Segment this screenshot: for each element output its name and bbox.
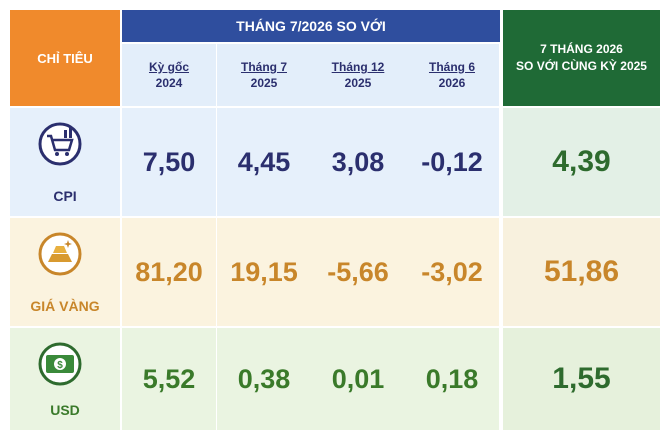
ytd-header: 7 THÁNG 2026 SO VỚI CÙNG KỲ 2025	[503, 10, 660, 106]
value-cell: -3,02	[405, 218, 499, 326]
column-header-line: 2024	[155, 76, 183, 90]
value-cell: 19,15	[217, 218, 311, 326]
row-icon	[38, 122, 82, 166]
value-cell: 4,45	[217, 108, 311, 216]
row-icon: $	[38, 342, 82, 386]
column-header: Tháng 6 2026	[405, 44, 499, 106]
value-cell: 0,18	[405, 328, 499, 430]
ytd-cell: 4,39	[503, 108, 660, 216]
column-header: Tháng 12 2025	[311, 44, 405, 106]
row-icon	[38, 232, 82, 276]
value-cell: -0,12	[405, 108, 499, 216]
value-cell: 7,50	[122, 108, 216, 216]
column-header-line: 2025	[344, 76, 372, 90]
row-label: USD	[50, 402, 80, 418]
value-cell: 3,08	[311, 108, 405, 216]
column-header-line: 2026	[438, 76, 466, 90]
group-header: THÁNG 7/2026 SO VỚI	[122, 10, 500, 42]
row-label: GIÁ VÀNG	[30, 298, 100, 314]
value-cell: 5,52	[122, 328, 216, 430]
ytd-header-line: SO VỚI CÙNG KỲ 2025	[516, 59, 647, 73]
svg-text:$: $	[57, 360, 63, 371]
ytd-cell: 1,55	[503, 328, 660, 430]
column-header-line: Tháng 7	[240, 60, 287, 74]
value-cell: 0,01	[311, 328, 405, 430]
column-header-line: Tháng 6	[428, 60, 475, 74]
value-cell: 0,38	[217, 328, 311, 430]
column-header-line: Kỳ gốc	[148, 60, 189, 74]
row-label: CPI	[53, 188, 77, 204]
value-cell: 81,20	[122, 218, 216, 326]
column-header: Tháng 7 2025	[217, 44, 311, 106]
column-header-line: 2025	[250, 76, 278, 90]
value-cell: -5,66	[311, 218, 405, 326]
ytd-cell: 51,86	[503, 218, 660, 326]
column-header: Kỳ gốc 2024	[122, 44, 216, 106]
indicator-header: CHỈ TIÊU	[10, 10, 120, 106]
ytd-header-line: 7 THÁNG 2026	[540, 42, 623, 56]
column-header-line: Tháng 12	[331, 60, 385, 74]
